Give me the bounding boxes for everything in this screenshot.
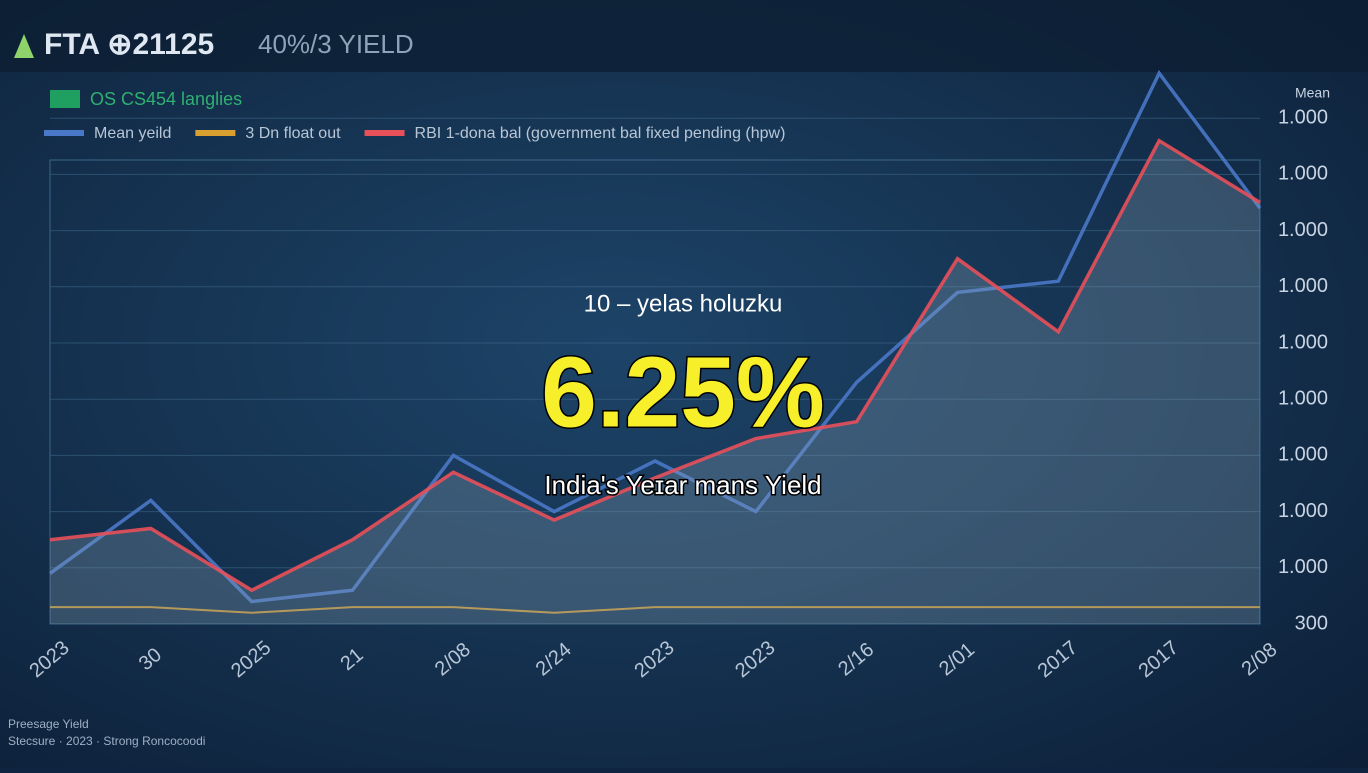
y-tick-label: 1.000 xyxy=(1278,275,1328,297)
y-tick-label: 300 xyxy=(1295,612,1328,634)
y-tick-label: 1.000 xyxy=(1278,444,1328,466)
legend-swatch xyxy=(195,130,236,136)
series-line xyxy=(49,138,1261,593)
series-line xyxy=(50,606,1260,614)
logo xyxy=(14,34,34,58)
series-line xyxy=(48,69,1262,604)
y-tick-label: 1.000 xyxy=(1278,106,1328,128)
overlay: 6.25% India's Yeɪar mans Yield xyxy=(540,335,827,501)
title: FTA ⊕21125 xyxy=(44,28,214,61)
y-tick-label: 1.000 xyxy=(1278,500,1328,522)
note: Preesage Yield xyxy=(8,717,89,731)
note: Stecsure · 2023 · Strong Roncocoodi xyxy=(8,734,205,748)
corner-label: Mean xyxy=(1295,85,1330,101)
overlay-value: 6.25% xyxy=(541,336,825,448)
subtitle: 40%/3 YIELD xyxy=(258,29,414,59)
legend-label: 3 Dn float out xyxy=(245,125,341,142)
y-tick-label: 1.000 xyxy=(1278,163,1328,185)
y-tick-label: 1.000 xyxy=(1278,219,1328,241)
header-swatch xyxy=(50,90,80,108)
overlay-subtitle: India's Yeɪar mans Yield xyxy=(544,470,821,500)
legend-swatch xyxy=(44,130,84,136)
overlay-caption: 10 – yelas holuzku xyxy=(584,290,783,317)
y-tick-label: 1.000 xyxy=(1278,556,1328,578)
y-tick-label: 1.000 xyxy=(1278,331,1328,353)
legend-swatch xyxy=(364,130,405,136)
header-bar xyxy=(0,0,1368,72)
header-label: OS CS454 langlies xyxy=(90,89,242,109)
legend-label: Mean yeild xyxy=(94,125,171,142)
legend-label: RBI 1-dona bal (government bal fixed pen… xyxy=(415,125,786,142)
y-tick-label: 1.000 xyxy=(1278,387,1328,409)
